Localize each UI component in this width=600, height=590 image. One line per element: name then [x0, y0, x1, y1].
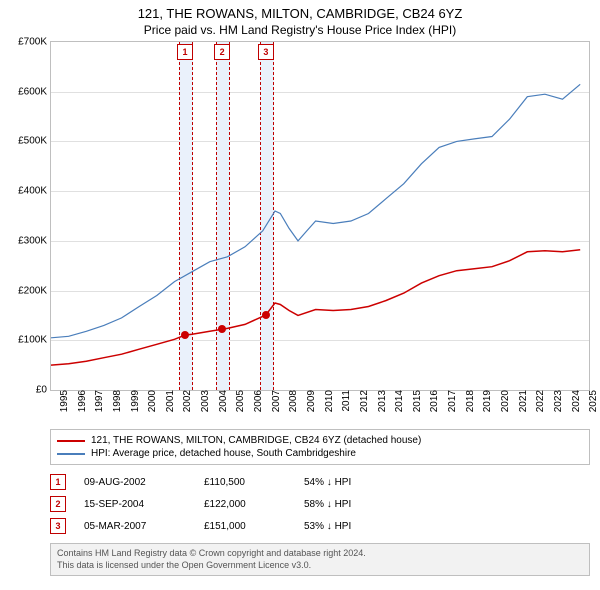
series-property: [51, 250, 580, 365]
x-axis-label: 2008: [284, 390, 299, 412]
x-axis-label: 2020: [496, 390, 511, 412]
x-axis-label: 1997: [90, 390, 105, 412]
legend-swatch-hpi: [57, 453, 85, 455]
event-date: 05-MAR-2007: [84, 521, 204, 532]
x-axis-label: 2013: [373, 390, 388, 412]
sale-point-icon: [181, 331, 189, 339]
x-axis-label: 2025: [584, 390, 599, 412]
x-axis-label: 2015: [408, 390, 423, 412]
x-axis-label: 2023: [549, 390, 564, 412]
x-axis-label: 2000: [143, 390, 158, 412]
attribution-line: This data is licensed under the Open Gov…: [57, 560, 583, 572]
legend-label: HPI: Average price, detached house, Sout…: [91, 448, 356, 459]
chart-subtitle: Price paid vs. HM Land Registry's House …: [0, 23, 600, 37]
chart-title: 121, THE ROWANS, MILTON, CAMBRIDGE, CB24…: [0, 6, 600, 21]
x-axis-label: 2011: [337, 390, 352, 412]
event-row: 2 15-SEP-2004 £122,000 58% ↓ HPI: [50, 493, 590, 515]
title-block: 121, THE ROWANS, MILTON, CAMBRIDGE, CB24…: [0, 0, 600, 41]
x-axis-label: 1996: [73, 390, 88, 412]
legend: 121, THE ROWANS, MILTON, CAMBRIDGE, CB24…: [50, 429, 590, 465]
x-axis-label: 2009: [302, 390, 317, 412]
y-axis-label: £700K: [18, 37, 51, 48]
x-axis-label: 2017: [443, 390, 458, 412]
y-axis-label: £500K: [18, 136, 51, 147]
events-table: 1 09-AUG-2002 £110,500 54% ↓ HPI 2 15-SE…: [50, 471, 590, 537]
event-marker-icon: 1: [50, 474, 66, 490]
legend-swatch-property: [57, 440, 85, 442]
event-price: £151,000: [204, 521, 304, 532]
x-axis-label: 2016: [425, 390, 440, 412]
legend-row: 121, THE ROWANS, MILTON, CAMBRIDGE, CB24…: [57, 434, 583, 447]
x-axis-label: 1999: [126, 390, 141, 412]
x-axis-label: 2018: [461, 390, 476, 412]
event-price: £122,000: [204, 499, 304, 510]
attribution-line: Contains HM Land Registry data © Crown c…: [57, 548, 583, 560]
event-marker-icon: 3: [50, 518, 66, 534]
attribution: Contains HM Land Registry data © Crown c…: [50, 543, 590, 576]
chart-container: 121, THE ROWANS, MILTON, CAMBRIDGE, CB24…: [0, 0, 600, 576]
x-axis-label: 2012: [355, 390, 370, 412]
legend-label: 121, THE ROWANS, MILTON, CAMBRIDGE, CB24…: [91, 435, 421, 446]
event-row: 3 05-MAR-2007 £151,000 53% ↓ HPI: [50, 515, 590, 537]
event-row: 1 09-AUG-2002 £110,500 54% ↓ HPI: [50, 471, 590, 493]
event-marker-icon: 2: [50, 496, 66, 512]
y-axis-label: £0: [36, 385, 51, 396]
x-axis-label: 2014: [390, 390, 405, 412]
event-date: 15-SEP-2004: [84, 499, 204, 510]
x-axis-label: 1995: [55, 390, 70, 412]
x-axis-label: 2007: [267, 390, 282, 412]
x-axis-label: 2002: [178, 390, 193, 412]
legend-row: HPI: Average price, detached house, Sout…: [57, 447, 583, 460]
x-axis-label: 2019: [478, 390, 493, 412]
y-axis-label: £200K: [18, 285, 51, 296]
x-axis-label: 1998: [108, 390, 123, 412]
x-axis-label: 2001: [161, 390, 176, 412]
line-chart-svg: [51, 42, 589, 390]
series-hpi: [51, 84, 580, 337]
x-axis-label: 2005: [231, 390, 246, 412]
x-axis-label: 2010: [320, 390, 335, 412]
y-axis-label: £100K: [18, 335, 51, 346]
sale-point-icon: [262, 311, 270, 319]
sale-point-icon: [218, 325, 226, 333]
event-delta: 58% ↓ HPI: [304, 499, 351, 510]
y-axis-label: £600K: [18, 86, 51, 97]
plot-area: £0£100K£200K£300K£400K£500K£600K£700K199…: [50, 41, 590, 391]
x-axis-label: 2021: [514, 390, 529, 412]
x-axis-label: 2024: [567, 390, 582, 412]
x-axis-label: 2006: [249, 390, 264, 412]
y-axis-label: £300K: [18, 235, 51, 246]
event-delta: 54% ↓ HPI: [304, 477, 351, 488]
event-delta: 53% ↓ HPI: [304, 521, 351, 532]
x-axis-label: 2003: [196, 390, 211, 412]
x-axis-label: 2004: [214, 390, 229, 412]
event-price: £110,500: [204, 477, 304, 488]
event-date: 09-AUG-2002: [84, 477, 204, 488]
y-axis-label: £400K: [18, 186, 51, 197]
x-axis-label: 2022: [531, 390, 546, 412]
